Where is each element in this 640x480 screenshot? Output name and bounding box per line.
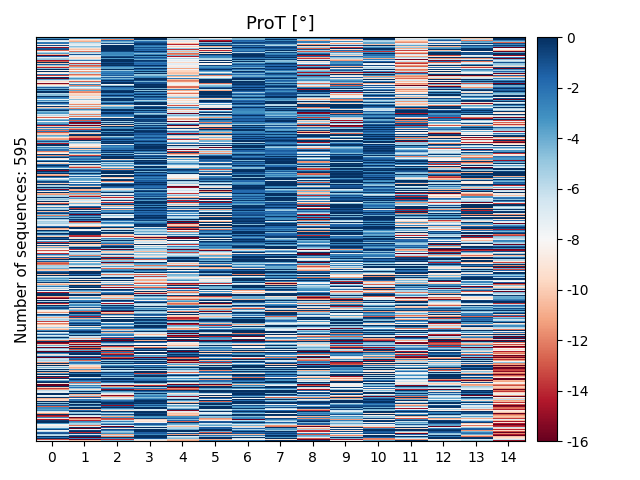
Y-axis label: Number of sequences: 595: Number of sequences: 595 <box>15 136 30 343</box>
Title: ProT [°]: ProT [°] <box>246 15 314 33</box>
